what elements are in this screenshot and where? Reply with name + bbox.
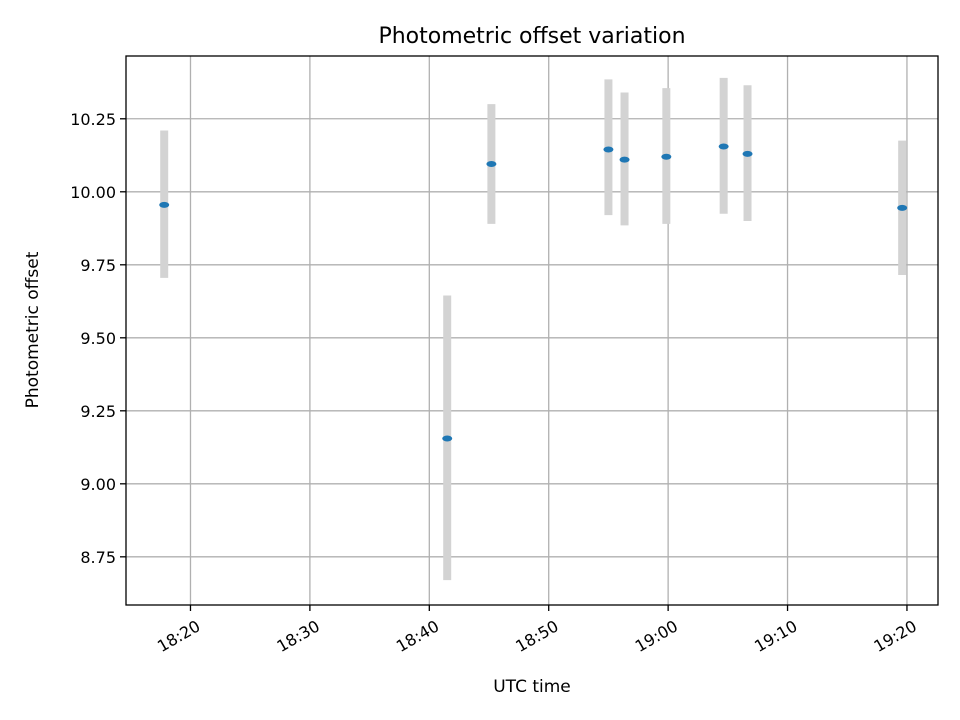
data-point [486, 161, 497, 168]
chart-title: Photometric offset variation [378, 24, 685, 49]
plot-frame [125, 55, 939, 606]
data-point [718, 143, 729, 150]
y-axis-label: Photometric offset [23, 251, 43, 408]
y-axis-ticks: 8.75 9.00 9.25 9.50 9.75 10.00 10.25 [70, 110, 126, 567]
y-tick-label: 9.00 [80, 475, 116, 494]
data-point [661, 153, 672, 160]
x-tick-label: 19:00 [632, 616, 681, 656]
error-bars [160, 77, 907, 581]
x-tick-label: 19:20 [871, 616, 920, 656]
y-tick-label: 10.25 [70, 110, 116, 129]
x-tick-label: 18:40 [393, 616, 442, 656]
x-axis-label: UTC time [493, 677, 571, 697]
data-point [442, 435, 453, 442]
y-tick-label: 8.75 [80, 548, 116, 567]
data-point [603, 146, 614, 153]
y-tick-label: 9.50 [80, 329, 116, 348]
data-point [742, 150, 753, 157]
data-point [619, 156, 630, 163]
y-tick-label: 9.75 [80, 256, 116, 275]
x-tick-label: 18:20 [154, 616, 203, 656]
y-tick-label: 9.25 [80, 402, 116, 421]
grid [126, 56, 938, 605]
y-tick-label: 10.00 [70, 183, 116, 202]
data-point [159, 201, 170, 208]
data-point [897, 204, 908, 211]
x-tick-label: 19:10 [751, 616, 800, 656]
x-axis-ticks: 18:20 18:30 18:40 18:50 19:00 19:10 19:20 [154, 605, 920, 656]
data-points [159, 143, 908, 442]
x-tick-label: 18:30 [273, 616, 322, 656]
x-tick-label: 18:50 [512, 616, 561, 656]
